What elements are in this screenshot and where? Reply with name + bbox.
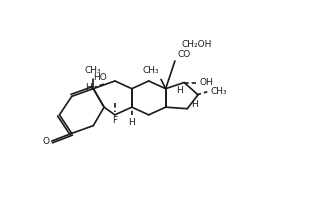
Text: HO: HO: [93, 73, 106, 82]
Text: F: F: [112, 116, 117, 125]
Text: CH₃: CH₃: [85, 66, 102, 75]
Text: CH₃: CH₃: [143, 66, 159, 75]
Text: CH₂OH: CH₂OH: [182, 40, 212, 49]
Text: H: H: [192, 100, 198, 109]
Text: H: H: [176, 86, 183, 95]
Text: OH: OH: [200, 78, 213, 87]
Text: CO: CO: [178, 50, 191, 59]
Text: H: H: [129, 118, 135, 127]
Text: CH₃: CH₃: [210, 87, 227, 96]
Text: H: H: [85, 83, 92, 92]
Text: O: O: [42, 137, 49, 146]
